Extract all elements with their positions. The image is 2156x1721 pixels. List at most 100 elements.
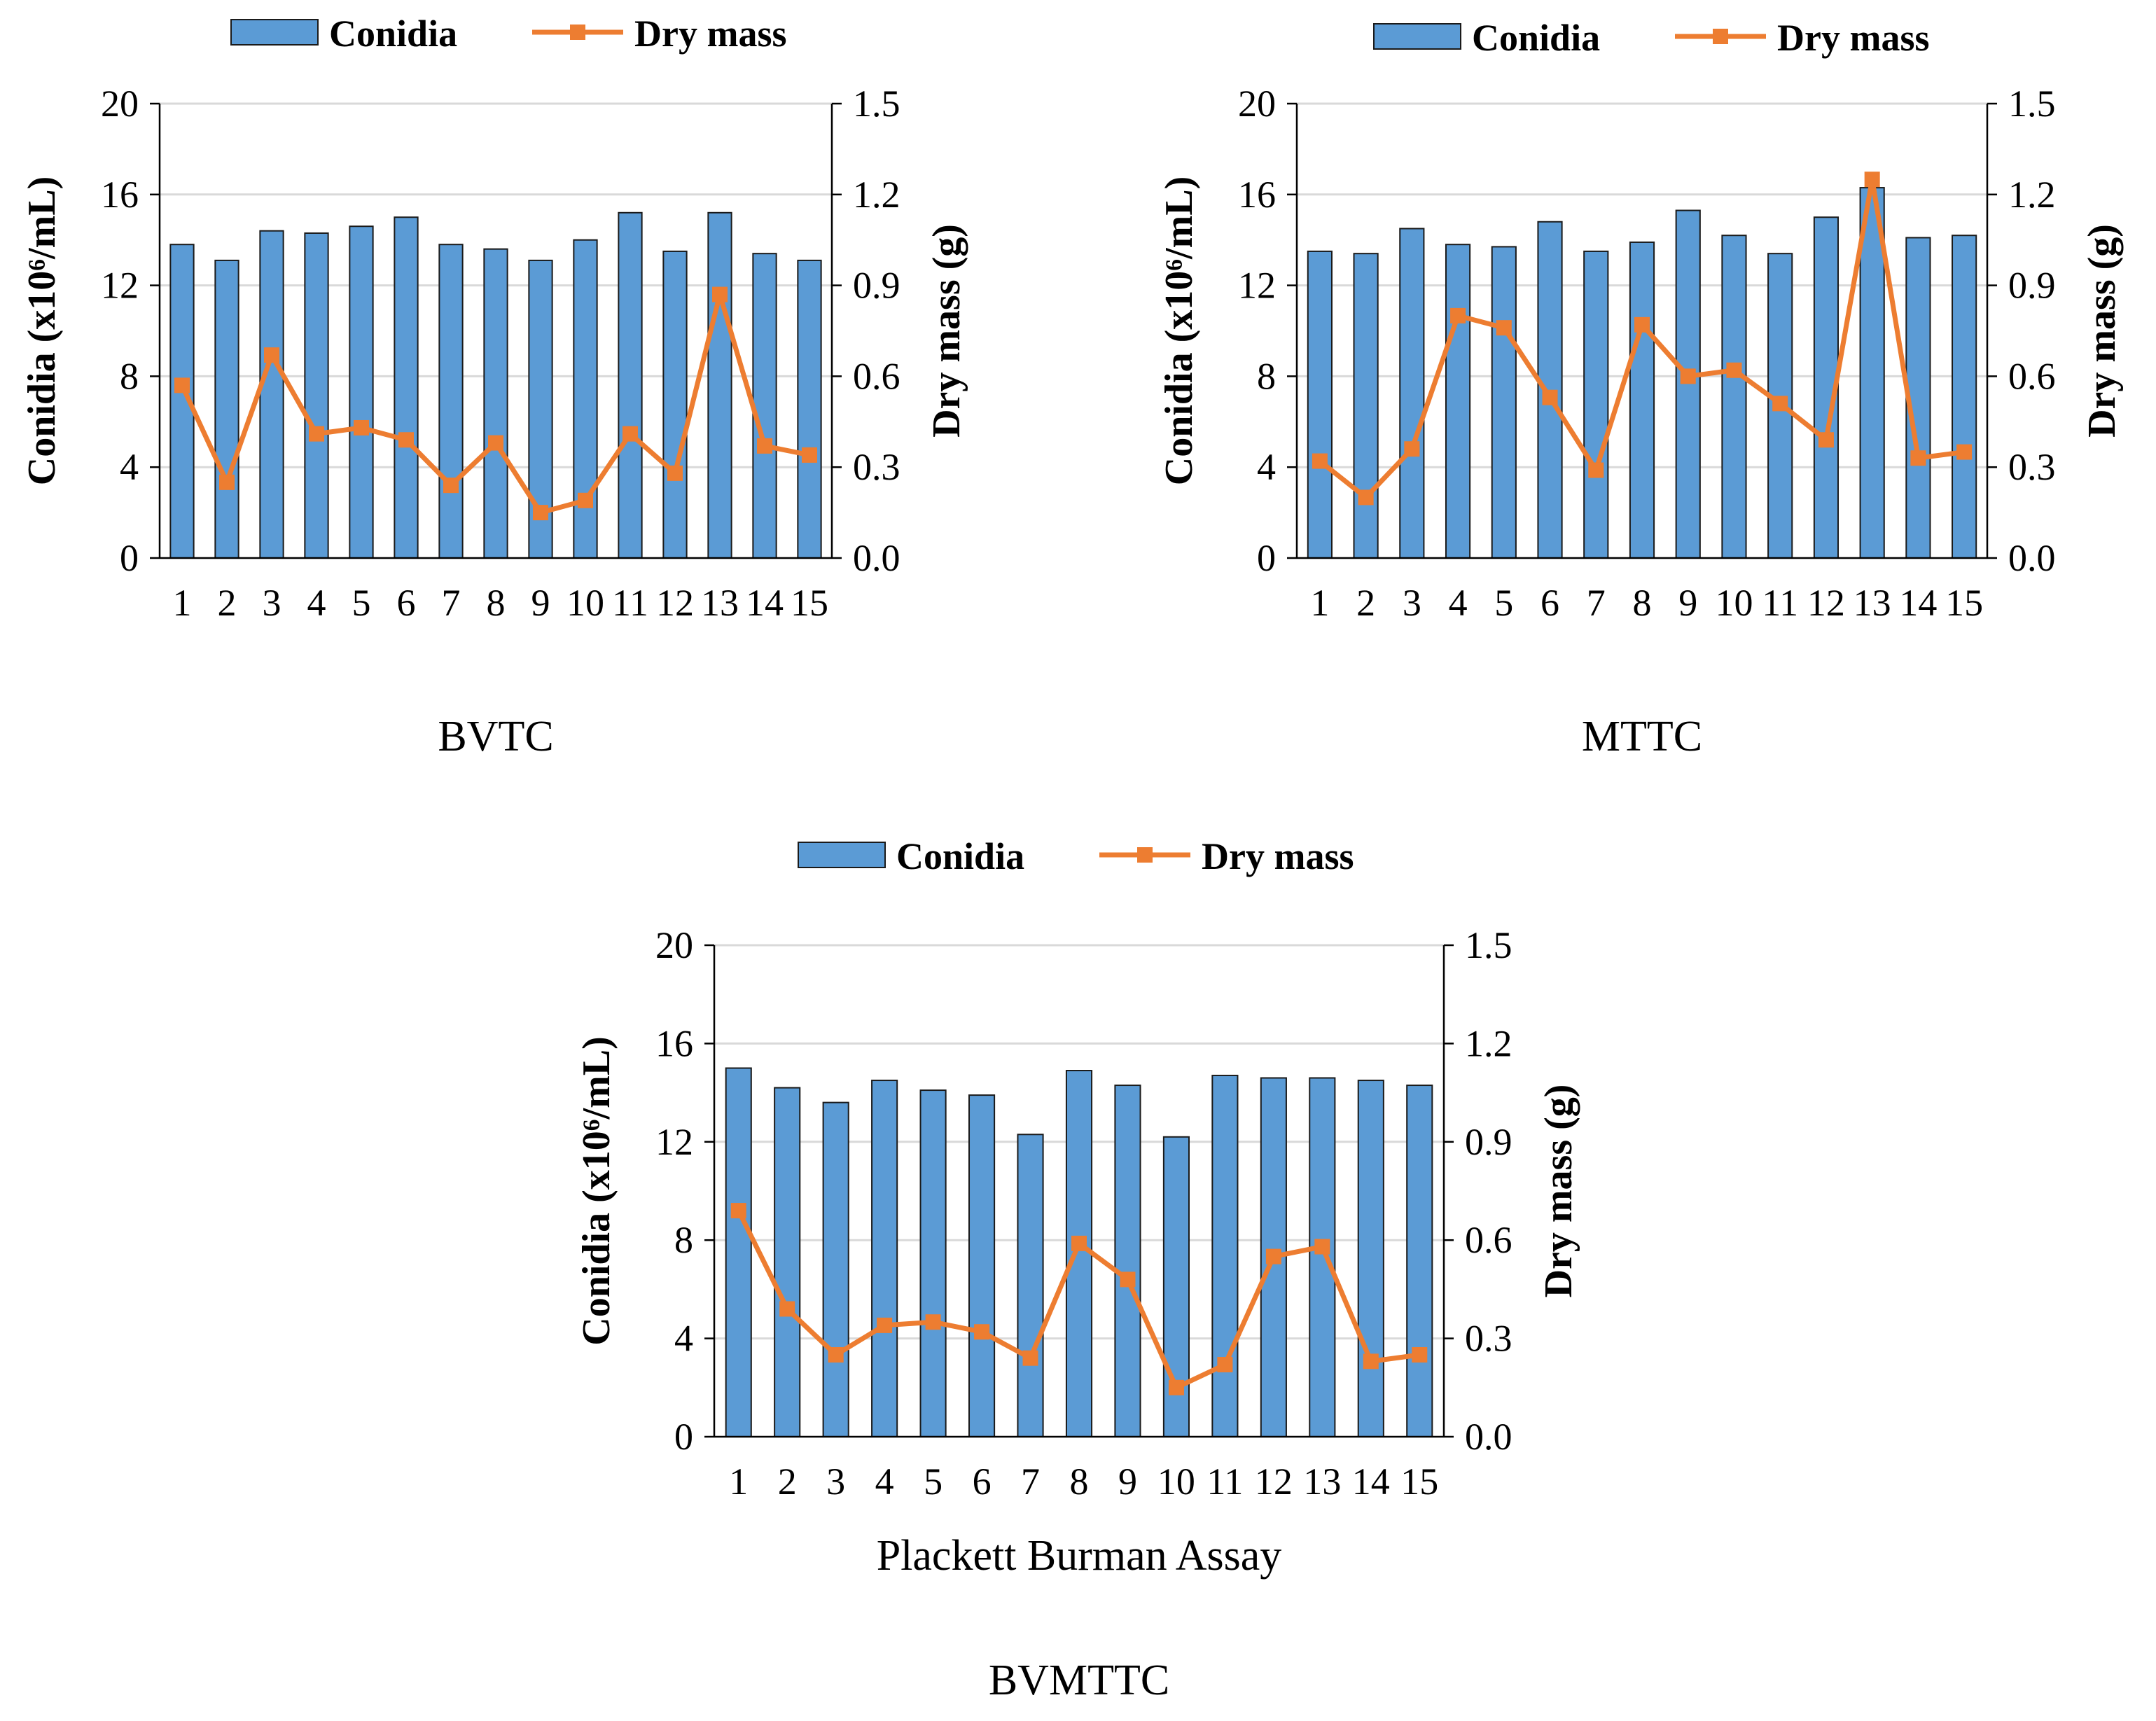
- category-label: 8: [487, 582, 506, 624]
- point-dry-mass: [488, 435, 503, 451]
- right-tick-label: 1.2: [2008, 174, 2056, 216]
- category-label: 1: [173, 582, 192, 624]
- left-tick-label: 20: [1238, 83, 1276, 125]
- right-tick-label: 0.0: [853, 537, 900, 579]
- category-label: 5: [352, 582, 371, 624]
- bar-conidia: [1675, 209, 1701, 559]
- bar-conidia: [707, 211, 732, 559]
- category-label: 14: [746, 582, 784, 624]
- bar-conidia: [1629, 241, 1655, 559]
- category-label: 13: [701, 582, 739, 624]
- point-dry-mass: [443, 478, 459, 494]
- panel-caption: BVMTTC: [989, 1657, 1169, 1704]
- bar-conidia: [662, 250, 688, 559]
- legend-label-dry-mass: Dry mass: [1202, 835, 1354, 877]
- category-label: 1: [1310, 582, 1329, 624]
- point-dry-mass: [1363, 1353, 1379, 1370]
- category-label: 3: [263, 582, 281, 624]
- bar-conidia: [214, 259, 239, 559]
- left-tick-label: 16: [1238, 174, 1276, 216]
- bar-conidia: [1357, 1080, 1384, 1438]
- bar-conidia: [304, 232, 329, 559]
- point-dry-mass: [354, 419, 369, 436]
- category-label: 2: [218, 582, 237, 624]
- legend-label-conidia: Conidia: [896, 835, 1024, 877]
- point-dry-mass: [578, 492, 593, 508]
- point-dry-mass: [1818, 432, 1834, 448]
- category-label: 7: [1587, 582, 1606, 624]
- point-dry-mass: [974, 1324, 990, 1340]
- point-dry-mass: [712, 286, 728, 302]
- category-label: 7: [1021, 1461, 1040, 1503]
- bar-conidia: [822, 1101, 849, 1437]
- point-dry-mass: [1312, 453, 1328, 469]
- legend-swatch-conidia: [798, 842, 886, 868]
- bar-conidia: [1065, 1070, 1093, 1437]
- category-label: 13: [1854, 582, 1891, 624]
- bar-conidia: [1399, 228, 1425, 559]
- category-label: 15: [791, 582, 828, 624]
- category-label: 5: [1494, 582, 1513, 624]
- point-dry-mass: [1358, 489, 1374, 506]
- bar-conidia: [1491, 246, 1517, 559]
- left-tick-label: 20: [101, 83, 139, 125]
- bar-conidia: [1721, 235, 1747, 559]
- point-dry-mass: [1314, 1239, 1330, 1255]
- point-dry-mass: [1071, 1235, 1087, 1251]
- y-axis-label-left: Conidia (x10⁶/mL): [20, 176, 64, 486]
- point-dry-mass: [623, 426, 638, 442]
- bar-conidia: [752, 253, 777, 559]
- category-label: 12: [1807, 582, 1845, 624]
- point-dry-mass: [1542, 389, 1558, 405]
- category-label: 4: [307, 582, 326, 624]
- left-tick-label: 4: [674, 1318, 693, 1360]
- legend: Conidia Dry mass: [1373, 17, 1929, 59]
- point-dry-mass: [1634, 316, 1650, 333]
- point-dry-mass: [1265, 1248, 1281, 1264]
- point-dry-mass: [802, 447, 817, 463]
- point-dry-mass: [1217, 1357, 1233, 1373]
- right-tick-label: 0.9: [1465, 1121, 1512, 1163]
- point-dry-mass: [174, 377, 190, 393]
- left-tick-label: 12: [101, 265, 139, 307]
- left-tick-label: 16: [101, 174, 139, 216]
- legend-swatch-conidia: [230, 19, 319, 46]
- category-label: 13: [1303, 1461, 1341, 1503]
- category-label: 15: [1400, 1461, 1438, 1503]
- y-axis-label-left: Conidia (x10⁶/mL): [1157, 176, 1201, 486]
- bar-conidia: [259, 230, 284, 559]
- category-label: 3: [1403, 582, 1421, 624]
- bar-conidia: [483, 248, 508, 559]
- point-dry-mass: [877, 1317, 893, 1333]
- right-tick-label: 1.5: [2008, 83, 2056, 125]
- panel-caption: MTTC: [1582, 713, 1702, 760]
- right-tick-label: 0.0: [2008, 537, 2056, 579]
- category-label: 10: [1715, 582, 1753, 624]
- category-label: 6: [1541, 582, 1559, 624]
- category-label: 7: [442, 582, 461, 624]
- category-label: 6: [397, 582, 416, 624]
- left-tick-label: 12: [1238, 265, 1276, 307]
- right-tick-label: 0.0: [1465, 1416, 1512, 1458]
- bar-conidia: [1583, 250, 1609, 559]
- category-label: 1: [729, 1461, 748, 1503]
- right-tick-label: 1.2: [1465, 1022, 1512, 1064]
- legend-marker-dry-mass: [570, 25, 585, 40]
- point-dry-mass: [1680, 368, 1696, 384]
- category-label: 8: [1070, 1461, 1089, 1503]
- legend: Conidia Dry mass: [798, 835, 1354, 877]
- left-tick-label: 12: [655, 1121, 693, 1163]
- category-label: 14: [1899, 582, 1937, 624]
- point-dry-mass: [828, 1347, 844, 1363]
- right-tick-label: 0.3: [853, 446, 900, 488]
- bar-conidia: [774, 1087, 801, 1437]
- bar-conidia: [1952, 235, 1977, 559]
- left-tick-label: 8: [120, 355, 139, 397]
- point-dry-mass: [730, 1203, 746, 1219]
- left-tick-label: 16: [655, 1022, 693, 1064]
- point-dry-mass: [1910, 450, 1926, 466]
- bar-conidia: [1307, 250, 1333, 559]
- right-tick-label: 0.3: [2008, 446, 2056, 488]
- left-tick-label: 0: [120, 537, 139, 579]
